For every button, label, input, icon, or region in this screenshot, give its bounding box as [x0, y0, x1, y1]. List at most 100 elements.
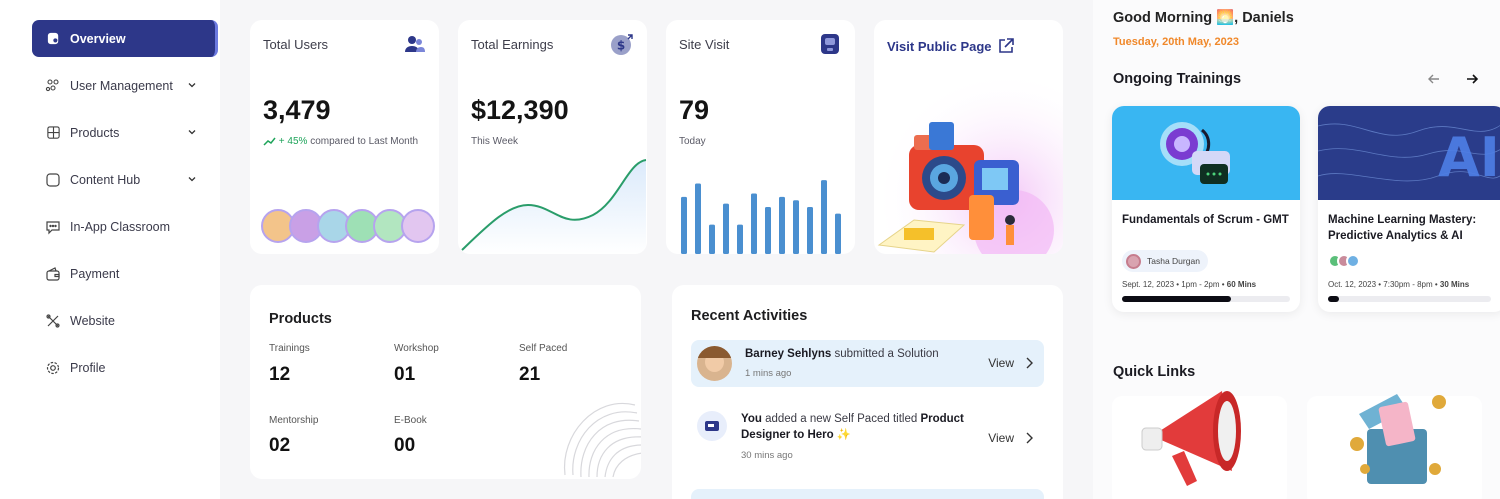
total-users-card: Total Users 3,479 + 45% compared to Last… — [250, 20, 439, 254]
sidebar-item-in-app-classroom[interactable]: In-App Classroom — [32, 208, 218, 245]
sidebar-item-label: Website — [70, 313, 115, 328]
product-value: 00 — [394, 435, 416, 456]
wallet-icon — [44, 265, 62, 283]
sidebar: Overview User Management Products Conten… — [0, 0, 220, 499]
activity-text: You added a new Self Paced titled Produc… — [741, 413, 964, 441]
visit-bar — [807, 206, 813, 254]
visit-period: Today — [679, 136, 706, 147]
training-schedule: Oct. 12, 2023 • 7:30pm - 8pm • 30 Mins — [1328, 280, 1470, 289]
gift-box-icon — [1350, 394, 1446, 484]
visit-bar — [737, 224, 743, 254]
svg-text:$: $ — [617, 39, 625, 53]
sidebar-item-label: Content Hub — [70, 172, 141, 187]
sidebar-item-label: Products — [70, 125, 120, 140]
site-visit-icon — [821, 34, 839, 54]
sidebar-item-label: User Management — [70, 78, 173, 93]
activity-time: 30 mins ago — [741, 450, 793, 461]
sidebar-item-label: Overview — [70, 31, 126, 46]
camera-illustration — [874, 70, 1063, 254]
sidebar-item-payment[interactable]: Payment — [32, 255, 218, 292]
visit-bar — [723, 203, 729, 254]
sidebar-item-content-hub[interactable]: Content Hub — [32, 161, 218, 198]
products-icon — [44, 124, 62, 142]
progress-fill — [1122, 296, 1232, 302]
arrow-left-icon[interactable] — [1427, 72, 1441, 86]
megaphone-icon — [1141, 391, 1241, 486]
product-value: 21 — [519, 364, 541, 385]
activity-text: Barney Sehlyns submitted a Solution — [745, 348, 939, 360]
product-label: Trainings — [269, 343, 310, 354]
external-link-icon[interactable] — [997, 37, 1015, 55]
products-title: Products — [269, 311, 332, 327]
self-paced-icon — [697, 411, 727, 441]
activity-row[interactable]: Barney Sehlyns submitted a Solution 1 mi… — [691, 340, 1044, 387]
svg-text:AI: AI — [1438, 126, 1500, 189]
visit-public-page-link[interactable]: Visit Public Page — [887, 39, 992, 54]
visit-bar — [681, 196, 687, 254]
total-earnings-card: Total Earnings $ $12,390 This Week — [458, 20, 647, 254]
visit-bar — [821, 180, 827, 254]
product-value: 12 — [269, 364, 291, 385]
trend-suffix: compared to Last Month — [310, 136, 419, 147]
chevron-right-icon[interactable] — [1024, 432, 1034, 444]
training-thumbnail: AI — [1318, 106, 1500, 200]
sidebar-item-products[interactable]: Products — [32, 114, 218, 151]
progress-fill — [1328, 296, 1340, 302]
chevron-right-icon[interactable] — [1024, 357, 1034, 369]
training-schedule: Sept. 12, 2023 • 1pm - 2pm • 60 Mins — [1122, 280, 1257, 289]
visit-bar — [709, 224, 715, 254]
view-button[interactable]: View — [988, 431, 1014, 445]
training-thumbnail — [1112, 106, 1300, 200]
activities-title: Recent Activities — [691, 308, 808, 324]
tutor-chip: Tasha Durgan — [1122, 250, 1208, 272]
users-group-icon — [405, 36, 425, 52]
view-button[interactable]: View — [988, 356, 1014, 370]
activity-row[interactable]: You added a new Self Paced titled Produc… — [691, 405, 1044, 463]
sidebar-item-user-management[interactable]: User Management — [32, 67, 218, 104]
public-page-card[interactable]: Visit Public Page — [874, 20, 1063, 254]
sidebar-item-overview[interactable]: Overview — [32, 20, 218, 57]
product-value: 01 — [394, 364, 416, 385]
chat-icon — [44, 218, 62, 236]
user-avatars — [261, 209, 435, 243]
training-card[interactable]: AI Machine Learning Mastery: Predictive … — [1318, 106, 1500, 312]
product-label: Self Paced — [519, 343, 568, 354]
earnings-period: This Week — [471, 136, 519, 147]
quick-links-title: Quick Links — [1113, 364, 1196, 380]
sidebar-item-label: Profile — [70, 360, 106, 375]
sidebar-item-label: Payment — [70, 266, 120, 281]
chevron-down-icon[interactable] — [186, 79, 198, 91]
overview-icon — [44, 30, 62, 48]
tutor-name: Tasha Durgan — [1147, 256, 1200, 266]
fingerprint-decoration — [563, 402, 641, 478]
visit-bar — [751, 193, 757, 254]
avatar — [1126, 253, 1141, 269]
training-progress — [1122, 296, 1290, 302]
tutor-avatars — [1328, 254, 1360, 268]
training-card[interactable]: Fundamentals of Scrum - GMT Tasha Durgan… — [1112, 106, 1300, 312]
visit-bar — [695, 183, 701, 254]
quick-link-gifts[interactable] — [1307, 394, 1482, 499]
earnings-line-chart — [461, 159, 647, 254]
card-title: Total Earnings — [471, 37, 554, 52]
sidebar-item-profile[interactable]: Profile — [32, 349, 218, 386]
activity-row[interactable] — [691, 489, 1044, 499]
product-value: 02 — [269, 435, 291, 456]
arrow-right-icon[interactable] — [1465, 72, 1479, 86]
avatar — [1346, 254, 1360, 268]
quick-link-announcements[interactable] — [1112, 391, 1287, 499]
chevron-down-icon[interactable] — [186, 173, 198, 185]
trend-up-icon — [263, 137, 276, 146]
sidebar-item-website[interactable]: Website — [32, 302, 218, 339]
visit-bar — [793, 200, 799, 254]
trend-percent: + 45% — [278, 136, 308, 147]
avatar — [697, 346, 732, 381]
right-panel: Good Morning 🌅, Daniels Tuesday, 20th Ma… — [1093, 0, 1500, 499]
training-progress — [1328, 296, 1491, 302]
visit-bar — [765, 206, 771, 254]
users-trend: + 45% compared to Last Month — [263, 136, 418, 147]
product-label: Workshop — [394, 343, 439, 354]
products-card: Products Trainings 12 Workshop 01 Self P… — [250, 285, 641, 479]
chevron-down-icon[interactable] — [186, 126, 198, 138]
card-title: Site Visit — [679, 37, 730, 52]
